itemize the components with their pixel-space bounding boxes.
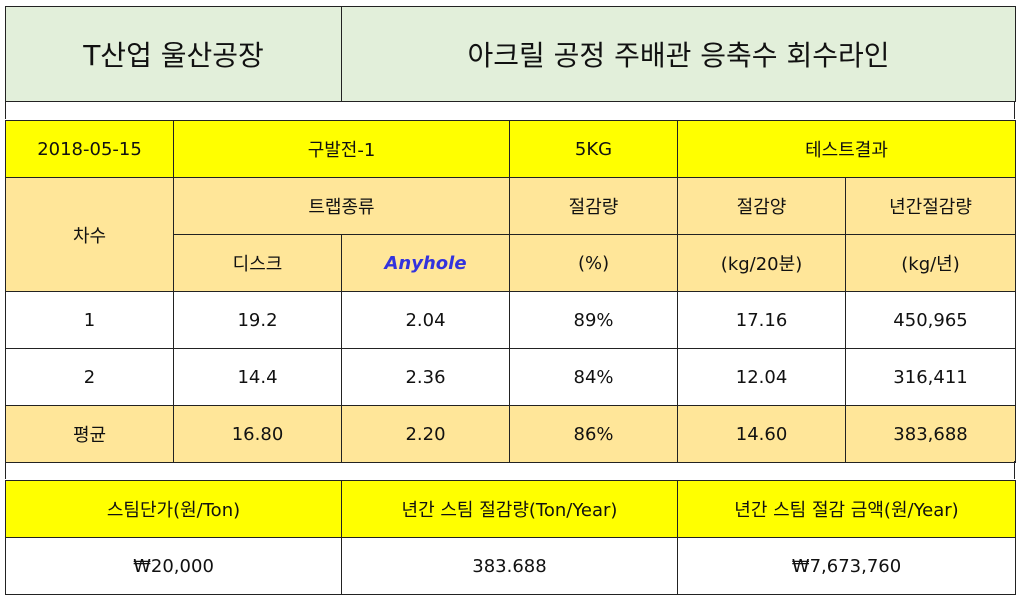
test-location: 구발전-1	[172, 120, 511, 178]
rate-cell: 84%	[509, 348, 679, 406]
average-amount: 14.60	[677, 405, 847, 463]
company-name: T산업 울산공장	[5, 6, 342, 102]
anyhole-header: Anyhole	[340, 234, 511, 292]
unit-price-value: ₩20,000	[5, 537, 342, 595]
average-rate: 86%	[509, 405, 679, 463]
annual-reduction-unit: (kg/년)	[845, 234, 1017, 292]
round-cell: 1	[5, 291, 174, 349]
reduction-rate-unit: (%)	[509, 234, 679, 292]
average-anyhole: 2.20	[340, 405, 511, 463]
annual-cell: 450,965	[845, 291, 1017, 349]
test-pressure: 5KG	[509, 120, 679, 178]
annual-amount-value: ₩7,673,760	[677, 537, 1016, 595]
average-row: 평균 16.80 2.20 86% 14.60 383,688	[5, 405, 1017, 463]
trap-type-header: 트랩종류	[172, 177, 511, 235]
unit-price-label: 스팀단가(원/Ton)	[5, 480, 342, 538]
annual-cell: 316,411	[845, 348, 1017, 406]
test-result-heading: 테스트결과	[677, 120, 1017, 178]
header-table: T산업 울산공장 아크릴 공정 주배관 응축수 회수라인	[5, 6, 1016, 102]
table-row: 1 19.2 2.04 89% 17.16 450,965	[5, 291, 1017, 349]
table-row: 2 14.4 2.36 84% 12.04 316,411	[5, 348, 1017, 406]
spacer-row	[5, 101, 1015, 119]
amount-cell: 12.04	[677, 348, 847, 406]
anyhole-cell: 2.36	[340, 348, 511, 406]
disk-header: 디스크	[173, 234, 342, 292]
annual-steam-label: 년간 스팀 절감량(Ton/Year)	[341, 480, 678, 538]
anyhole-cell: 2.04	[340, 291, 511, 349]
disk-cell: 19.2	[173, 291, 342, 349]
annual-amount-label: 년간 스팀 절감 금액(원/Year)	[677, 480, 1016, 538]
disk-cell: 14.4	[173, 348, 342, 406]
summary-table: 스팀단가(원/Ton) 년간 스팀 절감량(Ton/Year) 년간 스팀 절감…	[5, 480, 1016, 595]
average-label: 평균	[5, 405, 174, 463]
rate-cell: 89%	[509, 291, 679, 349]
annual-steam-value: 383.688	[341, 537, 678, 595]
test-date: 2018-05-15	[5, 120, 174, 178]
reduction-amount-header: 절감양	[677, 177, 847, 235]
project-title: 아크릴 공정 주배관 응축수 회수라인	[341, 6, 1016, 102]
round-header: 차수	[5, 177, 174, 292]
annual-reduction-header: 년간절감량	[845, 177, 1017, 235]
test-result-table: 2018-05-15 구발전-1 5KG 테스트결과 차수 트랩종류 절감량 절…	[5, 120, 1017, 463]
reduction-rate-header: 절감량	[509, 177, 679, 235]
round-cell: 2	[5, 348, 174, 406]
spacer-row	[5, 461, 1015, 479]
average-annual: 383,688	[845, 405, 1017, 463]
reduction-amount-unit: (kg/20분)	[677, 234, 847, 292]
average-disk: 16.80	[173, 405, 342, 463]
amount-cell: 17.16	[677, 291, 847, 349]
